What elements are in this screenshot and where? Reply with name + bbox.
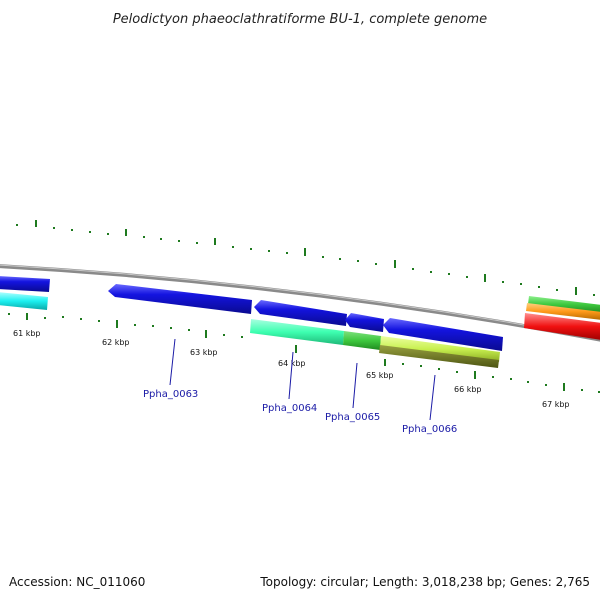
accession-label: Accession: NC_011060	[9, 575, 145, 589]
tick-label-67kbp: 67 kbp	[542, 400, 570, 409]
gene-yellowgreen-band[interactable]	[380, 336, 500, 362]
gene-teal-band[interactable]	[250, 319, 344, 345]
genome-backbone	[0, 264, 600, 342]
tick-label-66kbp: 66 kbp	[454, 385, 482, 394]
gene-label-ppha-0064[interactable]: Ppha_0064	[262, 403, 317, 414]
gene-blue-left-strand[interactable]	[0, 276, 50, 292]
gene-leader-lines	[169, 338, 436, 421]
topology-label: Topology: circular; Length: 3,018,238 bp…	[259, 575, 590, 589]
gene-olive-band[interactable]	[379, 345, 499, 368]
gene-green-right[interactable]	[528, 296, 600, 313]
tick-label-61kbp: 61 kbp	[13, 329, 41, 338]
map-title: Pelodictyon phaeoclathratiforme BU-1, co…	[113, 12, 487, 27]
gene-label-ppha-0063[interactable]: Ppha_0063	[143, 389, 198, 400]
tick-label-65kbp: 65 kbp	[366, 371, 394, 380]
gene-ppha-0063-arrow[interactable]	[108, 284, 252, 314]
tick-label-63kbp: 63 kbp	[190, 348, 218, 357]
lower-tick-track	[8, 313, 600, 393]
gene-orange-right[interactable]	[526, 303, 600, 320]
backbone-highlight	[0, 264, 600, 340]
gene-ppha-0066-arrow[interactable]	[383, 318, 503, 351]
gene-label-ppha-0066[interactable]: Ppha_0066	[402, 424, 457, 435]
tick-label-62kbp: 62 kbp	[102, 338, 130, 347]
gene-green-band[interactable]	[343, 331, 381, 350]
gene-label-ppha-0065[interactable]: Ppha_0065	[325, 412, 380, 423]
gene-red-right[interactable]	[524, 313, 600, 340]
gene-ppha-0064-arrow[interactable]	[254, 300, 347, 326]
upper-tick-track	[16, 220, 595, 296]
gene-ppha-0065-arrow[interactable]	[345, 313, 384, 332]
gene-cyan-band[interactable]	[0, 292, 48, 310]
